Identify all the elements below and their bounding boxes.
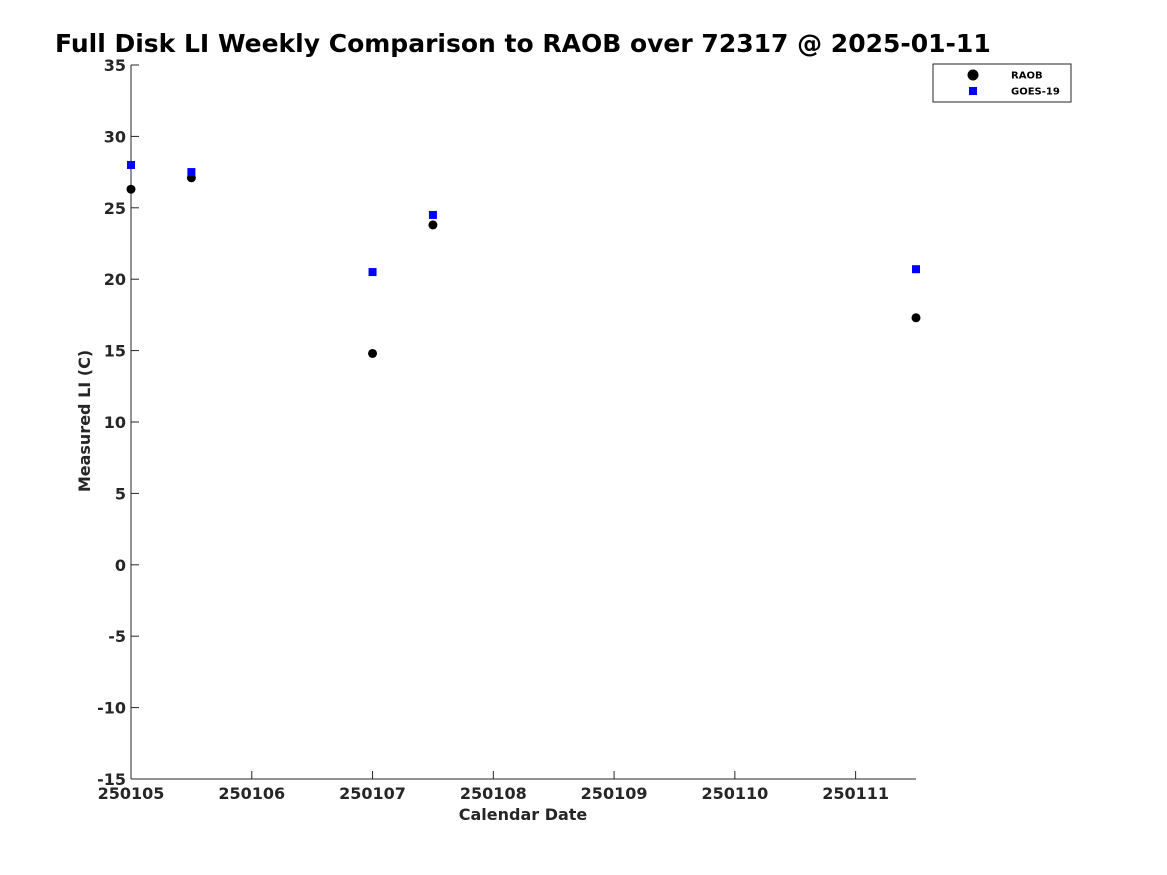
legend-box [932, 63, 1072, 103]
legend-label-goes-19: GOES-19 [1011, 87, 1060, 98]
x-axis-label: Calendar Date [459, 805, 588, 824]
goes-19-point [428, 210, 437, 219]
chart-title: Full Disk LI Weekly Comparison to RAOB o… [55, 29, 991, 58]
y-tick-label: -5 [108, 627, 126, 646]
data-points [126, 160, 921, 358]
y-axis-label: Measured LI (C) [75, 350, 94, 492]
legend-marker-raob [967, 69, 979, 81]
x-tick-label: 250111 [822, 784, 889, 803]
y-tick-label: 0 [115, 556, 126, 575]
x-tick-label: 250110 [701, 784, 768, 803]
legend-marker-goes-19 [969, 87, 977, 95]
x-tick-label: 250109 [581, 784, 648, 803]
y-tick-label: 10 [104, 413, 126, 432]
x-tick-label: 250107 [339, 784, 406, 803]
y-tick-label: 20 [104, 270, 126, 289]
y-tick-label: 5 [115, 484, 126, 503]
goes-19-point [127, 160, 135, 169]
goes-19-point [912, 265, 920, 274]
goes-19-point [368, 268, 377, 277]
y-tick-label: 35 [104, 56, 126, 75]
raob-point [911, 313, 921, 323]
y-tick-label: -10 [97, 699, 126, 718]
y-tick-label: -15 [97, 770, 126, 789]
raob-point [428, 220, 438, 230]
raob-point [126, 184, 136, 194]
legend-label-raob: RAOB [1011, 71, 1043, 82]
raob-point [368, 348, 378, 358]
goes-19-point [187, 168, 196, 177]
legend: RAOB GOES-19 [932, 63, 1072, 103]
x-tick-label: 250106 [218, 784, 285, 803]
y-tick-label: 30 [104, 127, 126, 146]
x-tick-label: 250108 [460, 784, 527, 803]
y-tick-label: 15 [104, 342, 126, 361]
y-tick-label: 25 [104, 199, 126, 218]
x-tick-label: 250105 [98, 784, 165, 803]
